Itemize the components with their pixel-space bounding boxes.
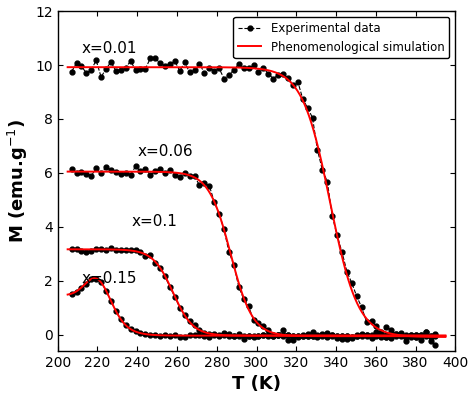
Text: x=0.1: x=0.1: [131, 214, 177, 229]
X-axis label: T (K): T (K): [232, 375, 281, 393]
Text: x=0.01: x=0.01: [82, 41, 137, 56]
Text: x=0.15: x=0.15: [82, 271, 137, 286]
Text: x=0.06: x=0.06: [137, 144, 193, 159]
Y-axis label: M (emu.g$^{-1}$): M (emu.g$^{-1}$): [6, 119, 30, 243]
Legend: Experimental data, Phenomenological simulation: Experimental data, Phenomenological simu…: [233, 17, 449, 58]
